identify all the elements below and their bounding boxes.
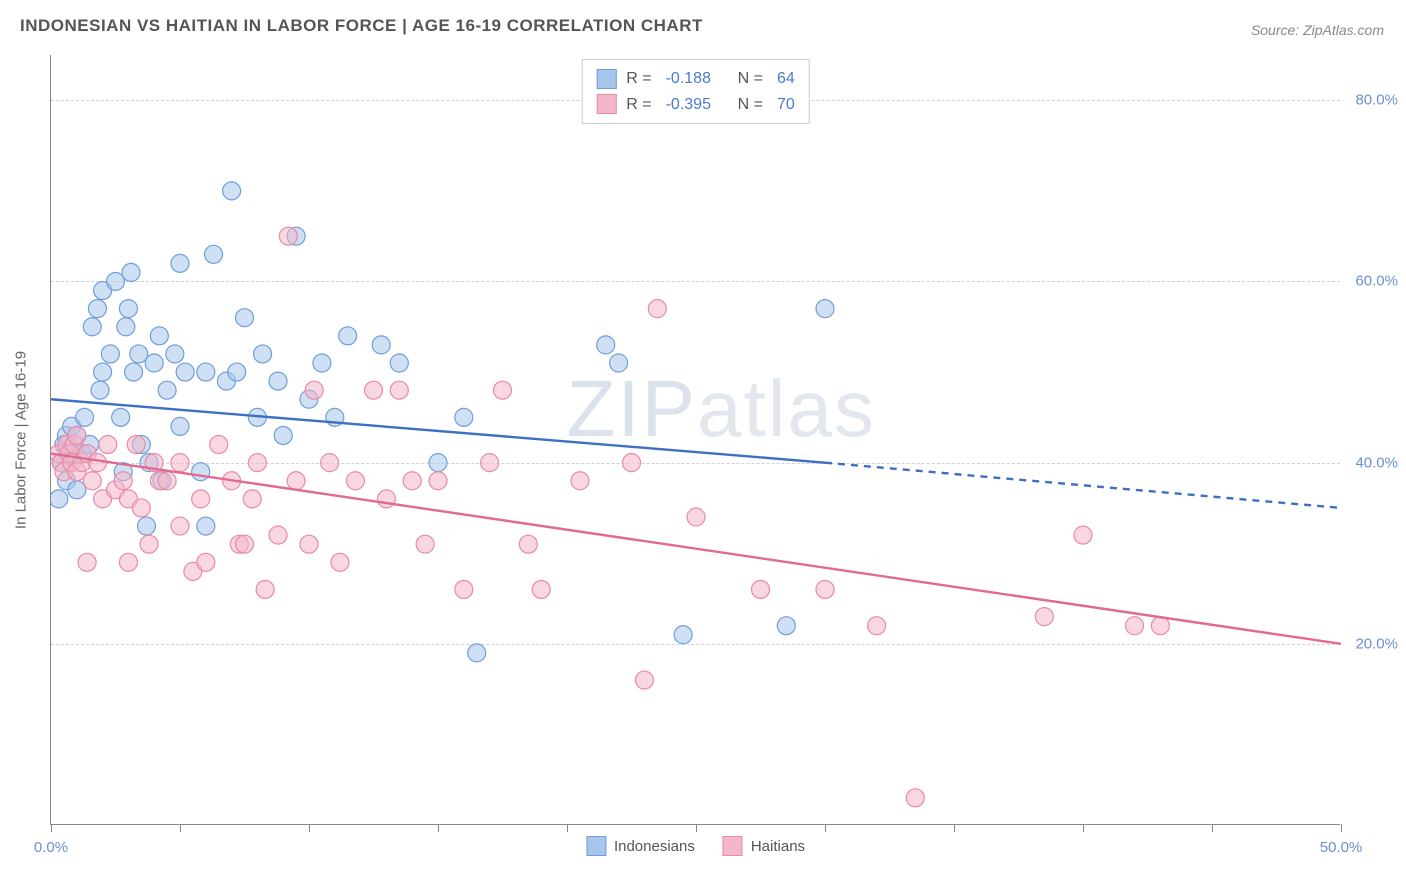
trend-line-haitians — [51, 454, 1341, 644]
swatch-icon — [596, 69, 616, 89]
swatch-icon — [586, 836, 606, 856]
x-tick — [438, 824, 439, 832]
n-label: N = — [738, 92, 763, 118]
x-tick — [825, 824, 826, 832]
legend-correlation: R = -0.188 N = 64 R = -0.395 N = 70 — [581, 59, 809, 124]
chart-container: INDONESIAN VS HAITIAN IN LABOR FORCE | A… — [0, 0, 1406, 892]
plot-area: In Labor Force | Age 16-19 ZIPatlas R =-… — [50, 55, 1340, 825]
x-tick — [696, 824, 697, 832]
swatch-icon — [596, 94, 616, 114]
legend-label: Haitians — [751, 838, 805, 855]
legend-series: Indonesians Haitians — [586, 836, 805, 856]
y-tick-label: 20.0% — [1355, 635, 1398, 652]
legend-item-haitians: Haitians — [723, 836, 805, 856]
n-value: 70 — [777, 92, 795, 118]
x-tick — [1341, 824, 1342, 832]
legend-row-indonesians: R = -0.188 N = 64 — [596, 66, 794, 92]
r-label: R = — [626, 66, 651, 92]
x-tick-label: 50.0% — [1320, 839, 1363, 856]
x-tick — [954, 824, 955, 832]
x-tick — [1212, 824, 1213, 832]
y-tick-label: 80.0% — [1355, 92, 1398, 109]
n-value: 64 — [777, 66, 795, 92]
x-tick — [180, 824, 181, 832]
x-tick — [51, 824, 52, 832]
trend-line-dashed-indonesians — [825, 463, 1341, 508]
swatch-icon — [723, 836, 743, 856]
trend-lines-layer — [51, 55, 1341, 825]
n-label: N = — [738, 66, 763, 92]
r-value: -0.395 — [666, 92, 728, 118]
x-tick — [1083, 824, 1084, 832]
legend-item-indonesians: Indonesians — [586, 836, 695, 856]
chart-title: INDONESIAN VS HAITIAN IN LABOR FORCE | A… — [20, 16, 703, 36]
x-tick — [309, 824, 310, 832]
x-tick — [567, 824, 568, 832]
x-tick-label: 0.0% — [34, 839, 68, 856]
y-axis-label: In Labor Force | Age 16-19 — [13, 350, 30, 528]
y-tick-label: 40.0% — [1355, 454, 1398, 471]
r-label: R = — [626, 92, 651, 118]
source-label: Source: ZipAtlas.com — [1251, 22, 1384, 38]
trend-line-indonesians — [51, 399, 825, 462]
legend-label: Indonesians — [614, 838, 695, 855]
legend-row-haitians: R = -0.395 N = 70 — [596, 92, 794, 118]
r-value: -0.188 — [666, 66, 728, 92]
y-tick-label: 60.0% — [1355, 273, 1398, 290]
